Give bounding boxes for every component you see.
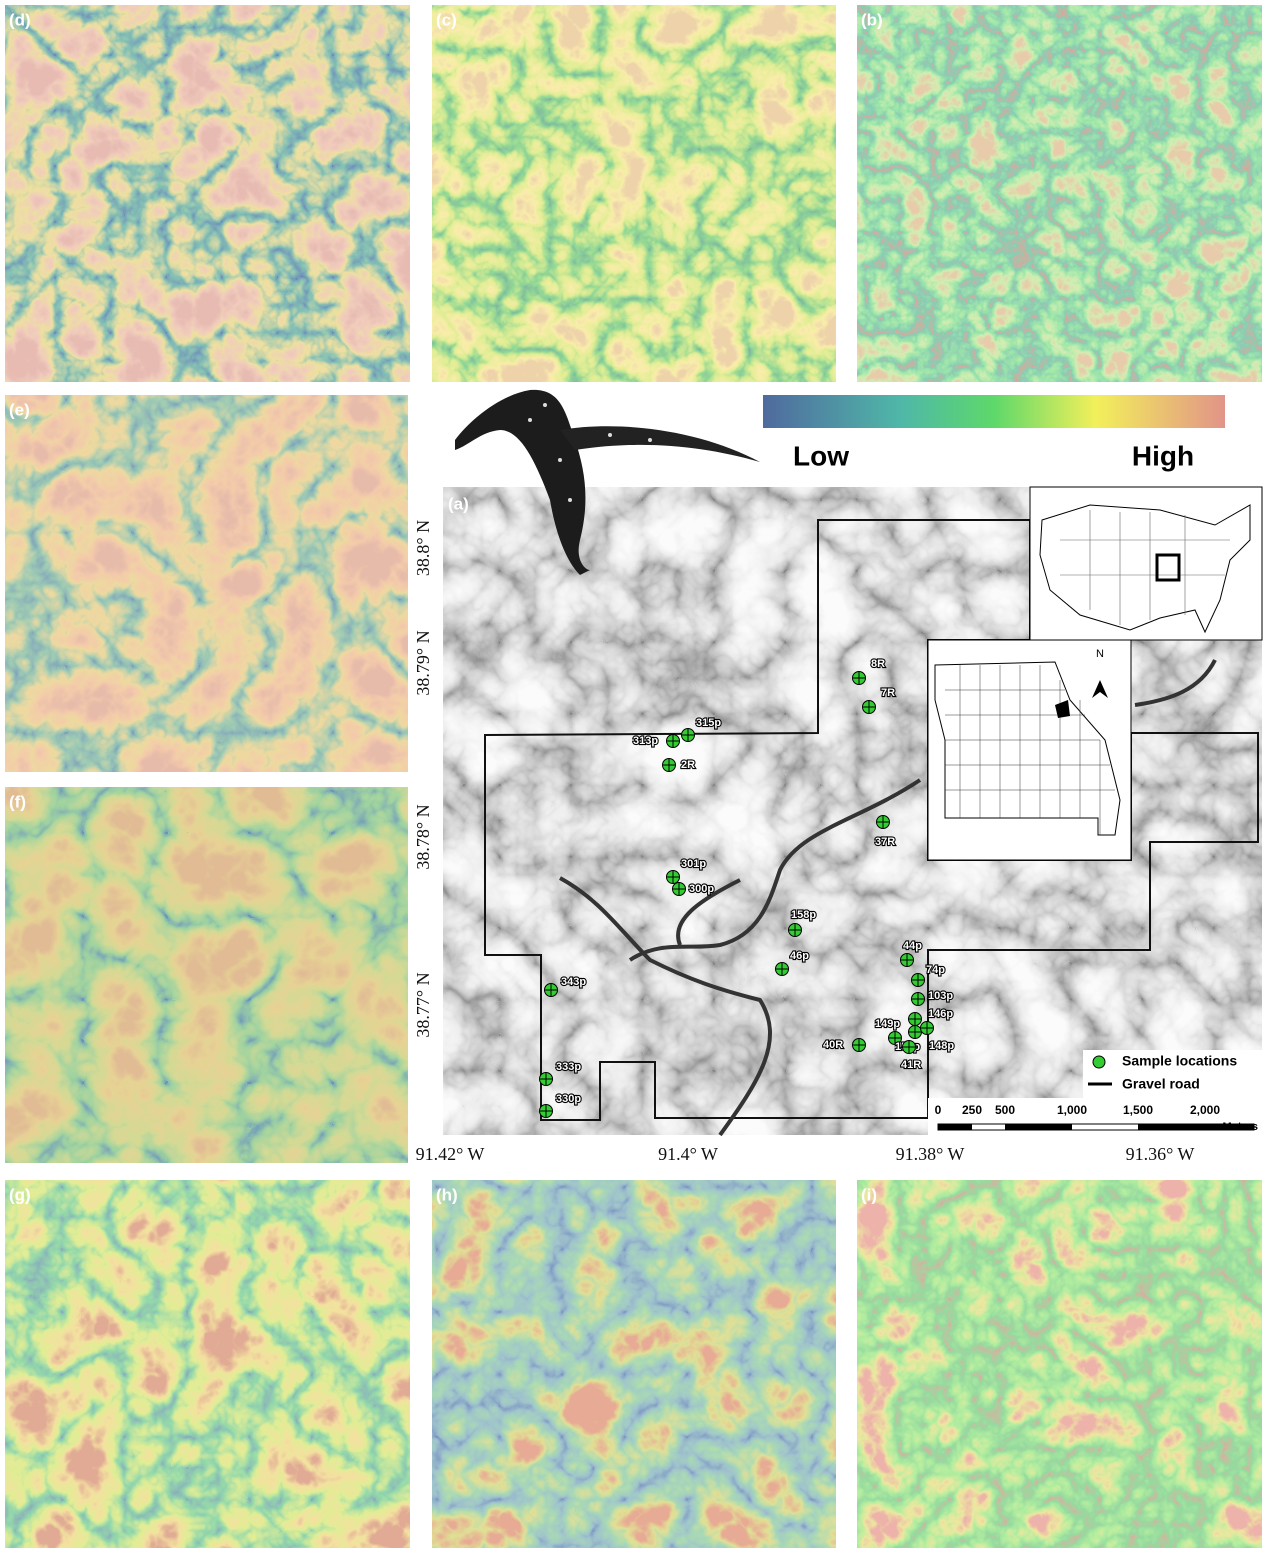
scale-label: 0 (935, 1103, 942, 1117)
sample-label: 149p (875, 1018, 900, 1030)
longitude-label: 91.38° W (896, 1144, 965, 1164)
sample-label: 46p (790, 950, 809, 962)
longitude-label: 91.4° W (658, 1144, 718, 1164)
scale-label: 2,000 (1190, 1103, 1220, 1117)
legend-label: Gravel road (1122, 1076, 1200, 1092)
sample-label: 8R (871, 658, 885, 670)
panel-label: (g) (9, 1185, 31, 1204)
sample-label: 301p (681, 858, 706, 870)
raster-panel (857, 1180, 1262, 1548)
sample-label: 44p (903, 940, 922, 952)
scale-label: 250 (962, 1103, 982, 1117)
raster-panel (5, 1180, 410, 1548)
raster-panel (432, 1180, 836, 1548)
sample-label: 103p (928, 990, 953, 1002)
latitude-label: 38.77° N (413, 972, 433, 1037)
study-area-map: (a) 8R 7R 315p 313p 2R 37R 301p 300p 158p 44p 46p 74… (443, 487, 1262, 1135)
sample-label: 330p (556, 1093, 581, 1105)
sample-label: 7R (881, 687, 895, 699)
panel-label: (f) (9, 792, 26, 811)
panel-label: (h) (436, 1185, 458, 1204)
figure: (d) (c) (b) (e) (f) (g) (h) (i) (a) 8R 7R 315p 313p… (0, 0, 1266, 1551)
sample-label: 315p (696, 717, 721, 729)
sample-label: 74p (926, 964, 945, 976)
panel-label: (i) (861, 1185, 877, 1204)
scale-label: 500 (995, 1103, 1015, 1117)
legend-sample-symbol (1093, 1056, 1105, 1068)
panel-label: (e) (9, 400, 30, 419)
panel-label: (c) (436, 10, 457, 29)
legend-label: Sample locations (1122, 1053, 1237, 1069)
longitude-label: 91.36° W (1126, 1144, 1195, 1164)
scale-bar-segment (1005, 1124, 1072, 1130)
longitude-label: 91.42° W (416, 1144, 485, 1164)
sample-label: 343p (561, 976, 586, 988)
panel-label: (b) (861, 10, 883, 29)
sample-label: 40R (823, 1039, 843, 1051)
latitude-label: 38.79° N (413, 630, 433, 695)
scale-bar-segment (938, 1124, 972, 1130)
colorbar-low: Low (793, 440, 849, 471)
panel-label: (a) (448, 494, 469, 513)
sample-label: 158p (791, 909, 816, 921)
sample-label: 300p (689, 883, 714, 895)
colorbar-high: High (1132, 440, 1194, 471)
panel-label: (d) (9, 10, 31, 29)
north-label: N (1096, 648, 1104, 660)
sample-label: 333p (556, 1061, 581, 1073)
color-bar (763, 395, 1225, 428)
sample-label: 41R (901, 1059, 921, 1071)
raster-panel (5, 5, 410, 382)
sample-label: 313p (633, 735, 658, 747)
sample-label: 146p (928, 1008, 953, 1020)
sample-label: 2R (681, 759, 695, 771)
scale-label: 1,000 (1057, 1103, 1087, 1117)
raster-panel (5, 787, 408, 1163)
raster-panel (5, 395, 408, 772)
scale-unit: Meters (1223, 1121, 1258, 1133)
latitude-label: 38.8° N (413, 520, 433, 576)
sample-label: 37R (875, 836, 895, 848)
raster-panel (857, 5, 1262, 382)
latitude-label: 38.78° N (413, 804, 433, 869)
raster-panel (432, 5, 836, 382)
scale-label: 1,500 (1123, 1103, 1153, 1117)
sample-label: 148p (929, 1040, 954, 1052)
